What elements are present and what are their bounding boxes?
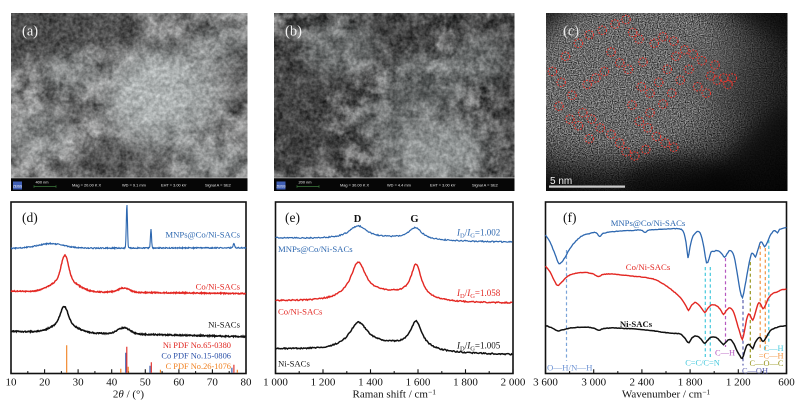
svg-text:3 000: 3 000 <box>581 377 606 389</box>
svg-text:(f): (f) <box>563 210 577 225</box>
svg-text:MNPs@Co/Ni-SACs: MNPs@Co/Ni-SACs <box>278 244 353 254</box>
svg-text:1 600: 1 600 <box>406 377 431 389</box>
svg-text:MNPs@Co/Ni-SACs: MNPs@Co/Ni-SACs <box>611 218 686 228</box>
svg-text:Wavenumber / cm−1: Wavenumber / cm−1 <box>622 388 711 401</box>
svg-text:200 nm: 200 nm <box>299 180 312 185</box>
svg-text:1 400: 1 400 <box>358 377 383 389</box>
svg-text:(e): (e) <box>285 210 300 225</box>
svg-text:Co/Ni-SACs: Co/Ni-SACs <box>278 307 323 317</box>
svg-text:(b): (b) <box>285 24 302 40</box>
svg-text:1 200: 1 200 <box>311 377 336 389</box>
svg-text:2 000: 2 000 <box>501 377 526 389</box>
svg-text:1 000: 1 000 <box>263 377 288 389</box>
svg-text:1 800: 1 800 <box>453 377 478 389</box>
svg-text:50: 50 <box>140 377 152 389</box>
svg-text:ZEISS: ZEISS <box>13 184 22 188</box>
svg-text:Mag = 30.00 K X: Mag = 30.00 K X <box>340 183 369 188</box>
svg-text:D: D <box>354 214 362 225</box>
svg-text:3 600: 3 600 <box>533 377 558 389</box>
svg-text:Co/Ni-SACs: Co/Ni-SACs <box>626 262 671 272</box>
svg-text:Ni-SACs: Ni-SACs <box>208 320 240 330</box>
svg-text:Ni PDF No.65-0380: Ni PDF No.65-0380 <box>163 341 231 350</box>
svg-text:EHT = 3.00 kV: EHT = 3.00 kV <box>430 183 456 188</box>
svg-text:Signal A = SE2: Signal A = SE2 <box>205 183 231 188</box>
svg-text:EHT = 3.00 kV: EHT = 3.00 kV <box>161 183 187 188</box>
svg-text:10: 10 <box>6 377 18 389</box>
svg-text:Mag = 20.00 K X: Mag = 20.00 K X <box>72 183 101 188</box>
svg-text:80: 80 <box>241 377 253 389</box>
svg-text:30: 30 <box>73 377 85 389</box>
svg-text:1 800: 1 800 <box>678 377 703 389</box>
svg-text:C=C/C=N: C=C/C=N <box>685 359 720 368</box>
svg-text:MNPs@Co/Ni-SACs: MNPs@Co/Ni-SACs <box>165 230 240 240</box>
svg-text:C—H: C—H <box>715 349 735 358</box>
svg-text:5 nm: 5 nm <box>550 176 572 187</box>
svg-text:Co PDF No.15-0806: Co PDF No.15-0806 <box>161 352 231 361</box>
svg-text:Co/Ni-SACs: Co/Ni-SACs <box>196 282 241 292</box>
svg-text:Signal A = SE2: Signal A = SE2 <box>472 183 498 188</box>
svg-text:WD = 9.1 mm: WD = 9.1 mm <box>122 183 146 188</box>
svg-text:ID/IG=1.005: ID/IG=1.005 <box>456 341 501 353</box>
svg-text:70: 70 <box>207 377 219 389</box>
svg-text:20: 20 <box>39 377 51 389</box>
svg-text:C—OH: C—OH <box>742 367 768 376</box>
svg-text:1 200: 1 200 <box>726 377 751 389</box>
svg-text:(d): (d) <box>22 210 38 225</box>
svg-text:(c): (c) <box>563 24 579 40</box>
svg-text:Ni-SACs: Ni-SACs <box>620 319 653 329</box>
svg-text:600: 600 <box>778 377 795 389</box>
svg-text:C—O—C: C—O—C <box>750 359 784 368</box>
svg-text:C PDF No.26-1076: C PDF No.26-1076 <box>166 362 231 371</box>
svg-text:60: 60 <box>173 377 185 389</box>
svg-text:2 400: 2 400 <box>630 377 655 389</box>
svg-text:C—H: C—H <box>763 344 783 353</box>
svg-text:40: 40 <box>106 377 118 389</box>
svg-text:ID/IG=1.002: ID/IG=1.002 <box>456 228 500 240</box>
svg-text:(a): (a) <box>22 24 38 40</box>
svg-text:G: G <box>410 214 418 225</box>
svg-text:400 nm: 400 nm <box>36 180 49 185</box>
svg-text:WD = 4.4 mm: WD = 4.4 mm <box>387 183 411 188</box>
svg-text:O—H/N—H: O—H/N—H <box>547 363 593 373</box>
svg-text:ID/IG=1.058: ID/IG=1.058 <box>456 288 501 300</box>
svg-text:Raman shift / cm−1: Raman shift / cm−1 <box>353 388 437 401</box>
svg-text:=C—H: =C—H <box>759 352 784 361</box>
svg-text:ZEISS: ZEISS <box>276 184 285 188</box>
svg-text:2θ / (°): 2θ / (°) <box>113 389 145 401</box>
svg-text:Ni-SACs: Ni-SACs <box>278 359 310 369</box>
